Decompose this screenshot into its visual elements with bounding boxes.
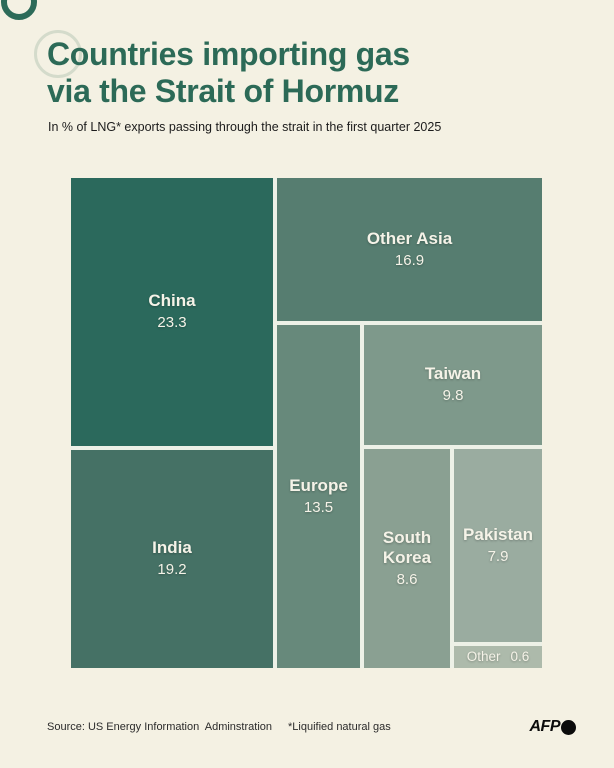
treemap-chart: China 23.3 India 19.2 Other Asia 16.9 Eu… <box>71 178 542 668</box>
treemap-value: 16.9 <box>394 251 425 269</box>
chart-subtitle: In % of LNG* exports passing through the… <box>48 120 442 134</box>
treemap-label: Taiwan <box>424 364 482 383</box>
treemap-value: 8.6 <box>396 570 418 588</box>
footnote-text: *Liquified natural gas <box>288 721 391 733</box>
treemap-value: 23.3 <box>157 314 187 331</box>
treemap-value: 13.5 <box>303 498 334 516</box>
afp-logo-text: AFP <box>529 718 561 735</box>
treemap-block-india: India 19.2 <box>71 450 273 668</box>
treemap-label: India <box>152 538 192 557</box>
treemap-block-south-korea: South Korea 8.6 <box>364 449 450 668</box>
afp-logo-dot-icon <box>561 719 576 735</box>
treemap-value: 9.8 <box>442 387 464 404</box>
treemap-value: 0.6 <box>510 649 530 664</box>
source-text: Source: US Energy Information Adminstrat… <box>47 721 272 733</box>
treemap-value: 7.9 <box>487 547 509 565</box>
title-line-1: Countries importing gas <box>47 36 410 72</box>
treemap-block-china: China 23.3 <box>71 178 273 446</box>
treemap-block-taiwan: Taiwan 9.8 <box>364 325 542 445</box>
treemap-block-europe: Europe 13.5 <box>277 325 360 668</box>
treemap-block-pakistan: Pakistan 7.9 <box>454 449 542 642</box>
treemap-block-other-asia: Other Asia 16.9 <box>277 178 542 321</box>
treemap-label: China <box>148 291 196 310</box>
treemap-value: 19.2 <box>157 561 187 578</box>
afp-logo: AFP <box>529 718 576 736</box>
footer: Source: US Energy Information Adminstrat… <box>47 721 391 733</box>
cropped-corner-mark <box>1 0 37 20</box>
treemap-label: Pakistan <box>463 524 533 544</box>
page-title: Countries importing gas via the Strait o… <box>47 36 410 110</box>
treemap-label: Europe <box>289 475 348 495</box>
treemap-label: South Korea <box>382 527 432 567</box>
treemap-label: Other Asia <box>366 228 453 248</box>
treemap-block-other: Other 0.6 <box>454 646 542 668</box>
title-line-2: via the Strait of Hormuz <box>47 73 399 109</box>
faint-circle-mark <box>34 30 82 78</box>
treemap-label: Other <box>466 649 501 664</box>
